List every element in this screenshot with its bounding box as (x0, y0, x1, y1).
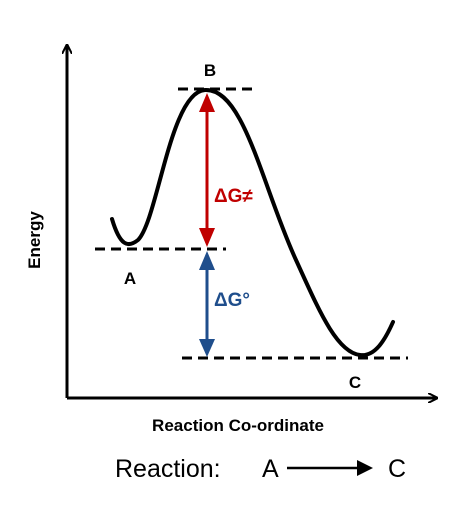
transition-state-label: B (204, 61, 216, 80)
reaction-prefix: Reaction: (115, 455, 221, 483)
reaction-reactant: A (262, 455, 279, 483)
reactant-label: A (124, 269, 136, 288)
energy-curve (110, 87, 395, 358)
activation-arrow-top-head (199, 93, 215, 112)
product-label: C (349, 373, 361, 392)
x-axis-label: Reaction Co-ordinate (152, 416, 324, 435)
standard-arrow-top-head (199, 251, 215, 270)
reaction-product: C (388, 455, 406, 483)
y-axis-label: Energy (25, 211, 44, 269)
activation-arrow-bottom-head (199, 228, 215, 247)
activation-energy-label: ΔG≠ (214, 186, 253, 207)
standard-arrow-bottom-head (199, 339, 215, 357)
standard-free-energy-label: ΔG° (214, 290, 250, 311)
